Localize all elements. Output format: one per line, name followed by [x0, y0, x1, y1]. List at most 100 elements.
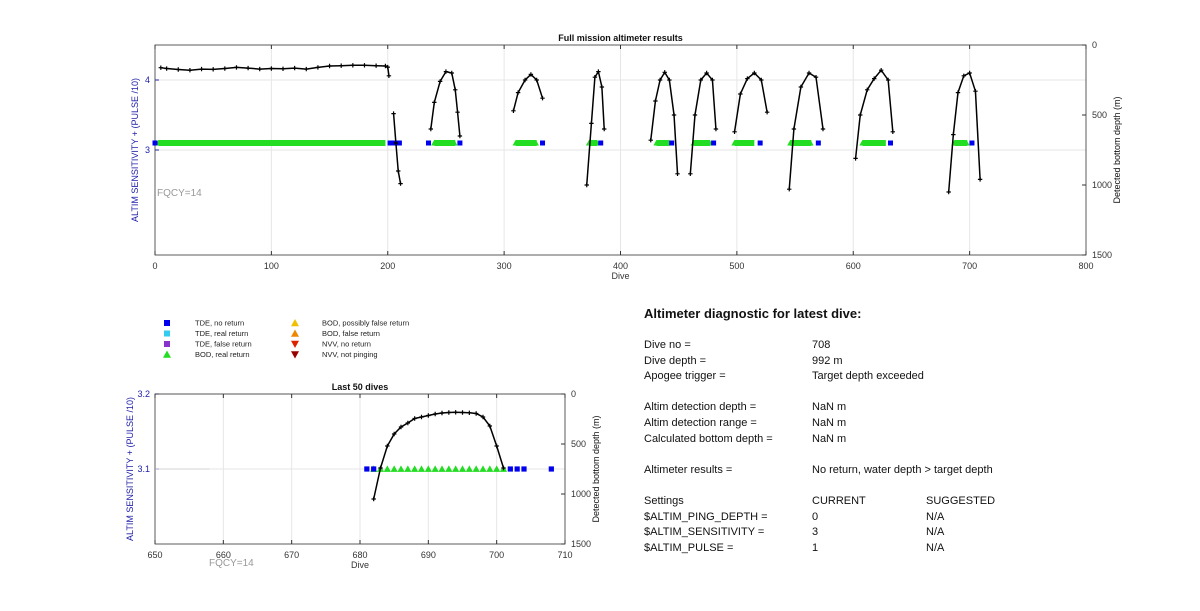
bottom-depth-line: [430, 70, 461, 137]
bottom-depth-point: [713, 126, 719, 132]
bod-real-return-marker: [215, 139, 222, 146]
tde-no-return-marker: [521, 466, 527, 472]
bod-real-return-marker: [799, 139, 806, 146]
bod-real-return-marker: [175, 139, 182, 146]
bottom-depth-segment: [584, 69, 607, 188]
bod-real-return-marker: [435, 139, 442, 146]
bod-real-return-marker: [343, 139, 350, 146]
bottom-depth-segment: [732, 70, 770, 134]
bottom-depth-point: [199, 66, 204, 72]
bod-real-return-marker: [447, 139, 454, 146]
bod-real-return-marker: [211, 139, 218, 146]
bod-real-return-marker: [267, 139, 274, 146]
bottom-depth-point: [692, 112, 698, 118]
x-tick-label: 680: [352, 550, 367, 560]
bottom-depth-point: [398, 181, 403, 186]
bod-real-return-marker: [383, 465, 391, 472]
bottom-depth-point: [955, 90, 961, 95]
bod-real-return-marker: [179, 139, 186, 146]
bottom-depth-point: [675, 171, 680, 176]
bottom-depth-point: [269, 66, 274, 71]
legend-label: NVV, no return: [322, 340, 371, 349]
chart-title: Full mission altimeter results: [558, 33, 683, 43]
bod-real-return-marker: [443, 139, 450, 146]
bottom-depth-point: [473, 411, 479, 416]
bottom-depth-segment: [158, 63, 392, 78]
legend-square-marker: [164, 320, 170, 326]
tde-no-return-marker: [757, 140, 763, 146]
bottom-depth-point: [813, 75, 819, 80]
bottom-depth-point: [373, 63, 379, 68]
bod-real-return-marker: [795, 139, 802, 146]
bod-real-return-marker: [227, 139, 234, 146]
bottom-depth-point: [853, 156, 858, 161]
x-tick-label: 670: [284, 550, 299, 560]
bottom-depth-line: [372, 411, 505, 500]
bod-real-return-marker: [479, 465, 487, 472]
bod-real-return-marker: [347, 139, 354, 146]
tde-no-return-marker: [371, 466, 377, 472]
dive-depth-label: Dive depth =: [644, 354, 707, 367]
bod-real-return-marker: [223, 139, 230, 146]
bod-real-return-marker: [589, 139, 597, 146]
legend-square-marker: [164, 341, 170, 347]
bottom-depth-line: [733, 71, 768, 132]
ping-depth-suggested: N/A: [926, 510, 945, 523]
bottom-depth-point: [187, 68, 193, 73]
bottom-depth-segment: [428, 69, 463, 139]
tde-no-return-marker: [387, 140, 393, 146]
full-mission-plot: 0 100 200 300 400 500 600 700 800 3 4 0 500 1000 1500 F…: [130, 33, 1122, 281]
legend-label: TDE, no return: [195, 319, 244, 328]
sensitivity-label: $ALTIM_SENSITIVITY =: [644, 526, 765, 539]
current-header: CURRENT: [812, 494, 866, 507]
bottom-depth-segment: [787, 70, 826, 192]
bottom-depth-point: [602, 126, 607, 132]
calculated-bottom-depth-row: Calculated bottom depth = NaN m: [644, 432, 1164, 448]
bottom-depth-point: [158, 65, 164, 70]
tde-no-return-marker: [396, 140, 402, 146]
bod-real-return-marker: [397, 465, 405, 472]
legend-entry: TDE, no return: [164, 319, 244, 328]
bottom-depth-point: [878, 68, 884, 73]
bottom-depth-point: [710, 77, 715, 83]
bottom-depth-point: [534, 77, 539, 83]
y-right-tick-label: 0: [1092, 40, 1097, 50]
bottom-depth-point: [210, 67, 216, 72]
bottom-depth-point: [487, 423, 493, 429]
altim-detection-range-label: Altim detection range =: [644, 416, 757, 429]
x-tick-label: 600: [846, 261, 861, 271]
bod-real-return-marker: [445, 465, 453, 472]
bottom-depth-point: [460, 410, 465, 415]
y-right-tick-label: 500: [571, 439, 586, 449]
bod-real-return-marker: [239, 139, 246, 146]
bod-real-return-marker: [303, 139, 310, 146]
tde-no-return-marker: [457, 140, 463, 146]
bod-real-return-run: [690, 139, 714, 146]
bod-real-return-marker: [363, 139, 370, 146]
bottom-depth-point: [592, 75, 598, 80]
bottom-depth-point: [164, 66, 169, 71]
bod-real-return-marker: [291, 139, 298, 146]
bod-real-return-run: [585, 139, 601, 146]
bod-real-return-marker: [323, 139, 330, 146]
bottom-depth-point: [596, 69, 601, 74]
y-left-tick-label: 3.2: [137, 389, 150, 399]
bottom-depth-point: [599, 84, 605, 90]
bod-real-return-marker: [171, 139, 178, 146]
bottom-depth-point: [257, 66, 262, 72]
bod-real-return-marker: [315, 139, 322, 146]
tde-no-return-marker: [669, 140, 675, 146]
bod-real-return-marker: [187, 139, 194, 146]
bod-real-return-marker: [424, 465, 432, 472]
bod-real-return-marker: [271, 139, 278, 146]
bod-real-return-marker: [807, 139, 814, 146]
bottom-depth-point: [961, 73, 967, 78]
altimeter-results-value: No return, water depth > target depth: [812, 463, 993, 476]
last-50-dives-plot: 650 660 670 680 690 700 710 3.1 3.2 0 500 1000 1500 L…: [125, 382, 601, 570]
x-tick-label: 200: [380, 261, 395, 271]
legend-label: BOD, real return: [195, 350, 250, 359]
bottom-depth-point: [419, 414, 424, 420]
bottom-depth-point: [946, 189, 951, 195]
tde-no-return-marker: [887, 140, 893, 146]
